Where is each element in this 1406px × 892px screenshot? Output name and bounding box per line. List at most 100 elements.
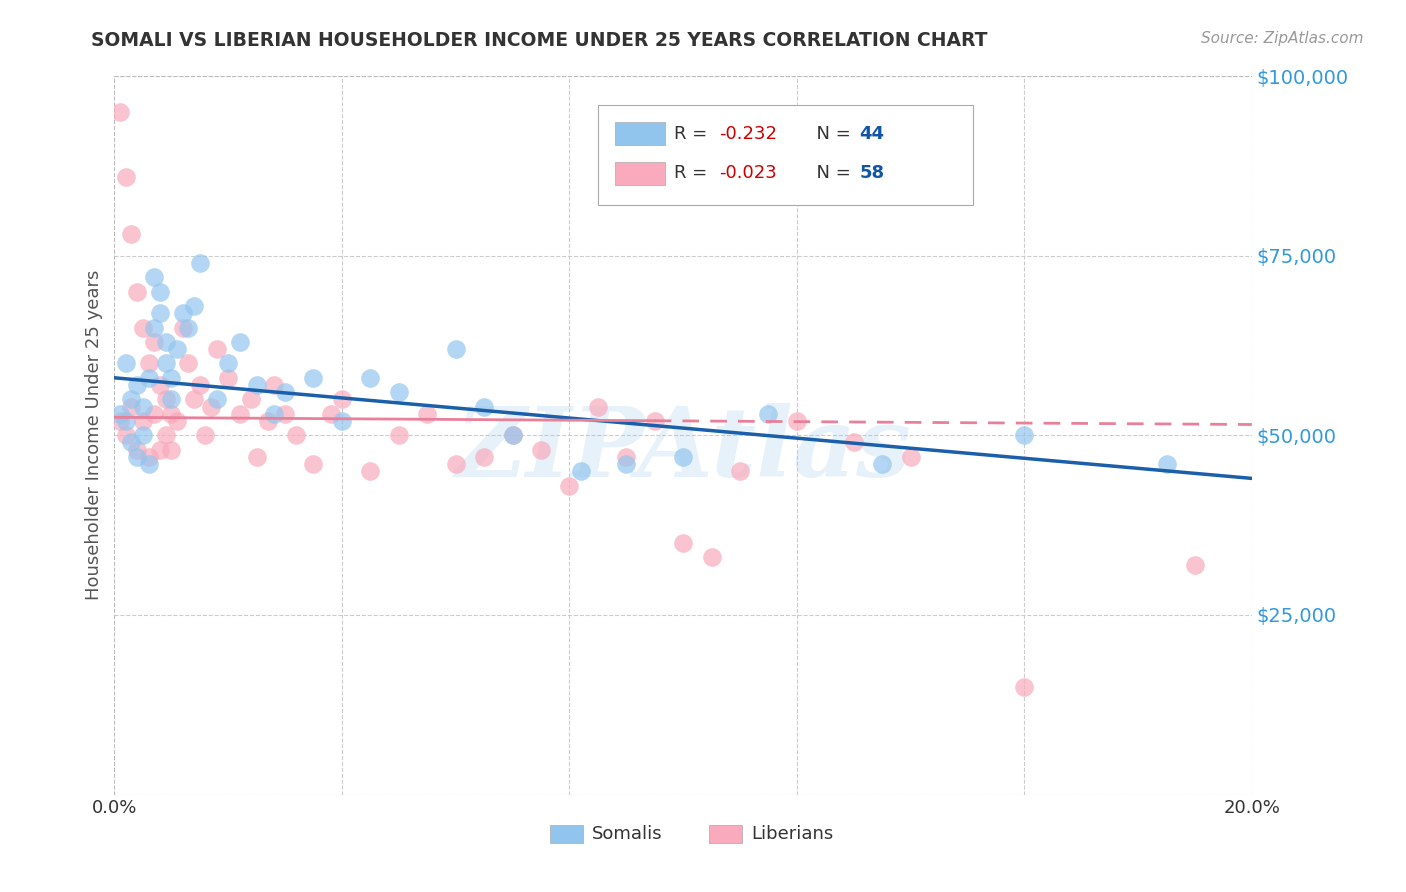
Point: [108, 414, 131, 428]
Y-axis label: Householder Income Under 25 years: Householder Income Under 25 years: [86, 270, 103, 600]
Point: [188, 256, 211, 270]
Point: [205, 342, 228, 356]
Point: [127, 442, 149, 457]
Point: [108, 105, 131, 120]
FancyBboxPatch shape: [709, 825, 742, 844]
FancyBboxPatch shape: [614, 161, 665, 185]
Point: [786, 414, 808, 428]
Point: [160, 442, 183, 457]
Point: [1184, 558, 1206, 572]
Point: [121, 435, 143, 450]
Point: [330, 414, 353, 428]
FancyBboxPatch shape: [614, 122, 665, 145]
Point: [155, 356, 177, 370]
Point: [302, 371, 325, 385]
Point: [558, 478, 581, 492]
Point: [143, 407, 166, 421]
Point: [160, 392, 183, 407]
Point: [614, 450, 637, 464]
Point: [177, 356, 200, 370]
Point: [121, 227, 143, 241]
Point: [900, 450, 922, 464]
Point: [359, 371, 381, 385]
Point: [138, 371, 160, 385]
Point: [155, 392, 177, 407]
Point: [166, 342, 188, 356]
Point: [672, 450, 695, 464]
Point: [143, 334, 166, 349]
Point: [114, 169, 136, 184]
Point: [132, 320, 155, 334]
Text: 58: 58: [859, 164, 884, 182]
Point: [530, 442, 553, 457]
Text: Liberians: Liberians: [751, 825, 834, 843]
Point: [194, 428, 217, 442]
Point: [502, 428, 524, 442]
Point: [155, 428, 177, 442]
Point: [160, 407, 183, 421]
Point: [127, 450, 149, 464]
Point: [758, 407, 780, 421]
Point: [183, 299, 205, 313]
Point: [274, 407, 297, 421]
Point: [166, 414, 188, 428]
Point: [114, 414, 136, 428]
Point: [138, 450, 160, 464]
Point: [245, 450, 267, 464]
Point: [700, 550, 723, 565]
Point: [121, 392, 143, 407]
Point: [228, 334, 250, 349]
Point: [359, 464, 381, 478]
Text: N =: N =: [804, 164, 856, 182]
Point: [472, 450, 495, 464]
Point: [143, 320, 166, 334]
Text: 44: 44: [859, 125, 884, 143]
Point: [245, 378, 267, 392]
Point: [302, 457, 325, 471]
Point: [138, 457, 160, 471]
Point: [263, 378, 285, 392]
Point: [188, 378, 211, 392]
Point: [569, 464, 592, 478]
Point: [388, 428, 411, 442]
Point: [149, 285, 172, 299]
Point: [228, 407, 250, 421]
Text: Source: ZipAtlas.com: Source: ZipAtlas.com: [1201, 31, 1364, 46]
Point: [132, 428, 155, 442]
Point: [172, 306, 194, 320]
Point: [644, 414, 666, 428]
Point: [114, 428, 136, 442]
Point: [416, 407, 439, 421]
FancyBboxPatch shape: [550, 825, 583, 844]
Point: [138, 356, 160, 370]
Point: [132, 400, 155, 414]
Point: [728, 464, 751, 478]
Point: [285, 428, 308, 442]
Point: [132, 414, 155, 428]
Point: [121, 400, 143, 414]
Point: [444, 457, 467, 471]
Point: [257, 414, 280, 428]
Point: [127, 285, 149, 299]
Point: [1156, 457, 1178, 471]
Point: [114, 356, 136, 370]
Text: SOMALI VS LIBERIAN HOUSEHOLDER INCOME UNDER 25 YEARS CORRELATION CHART: SOMALI VS LIBERIAN HOUSEHOLDER INCOME UN…: [91, 31, 988, 50]
Text: R =: R =: [673, 125, 713, 143]
Point: [205, 392, 228, 407]
Point: [149, 378, 172, 392]
Text: N =: N =: [804, 125, 856, 143]
Point: [155, 334, 177, 349]
Point: [586, 400, 609, 414]
Point: [160, 371, 183, 385]
Point: [200, 400, 222, 414]
Point: [274, 385, 297, 400]
Point: [842, 435, 865, 450]
Point: [330, 392, 353, 407]
Point: [870, 457, 893, 471]
Point: [177, 320, 200, 334]
Point: [149, 442, 172, 457]
Point: [217, 371, 239, 385]
Point: [672, 536, 695, 550]
Point: [1014, 680, 1036, 694]
Text: Somalis: Somalis: [592, 825, 662, 843]
